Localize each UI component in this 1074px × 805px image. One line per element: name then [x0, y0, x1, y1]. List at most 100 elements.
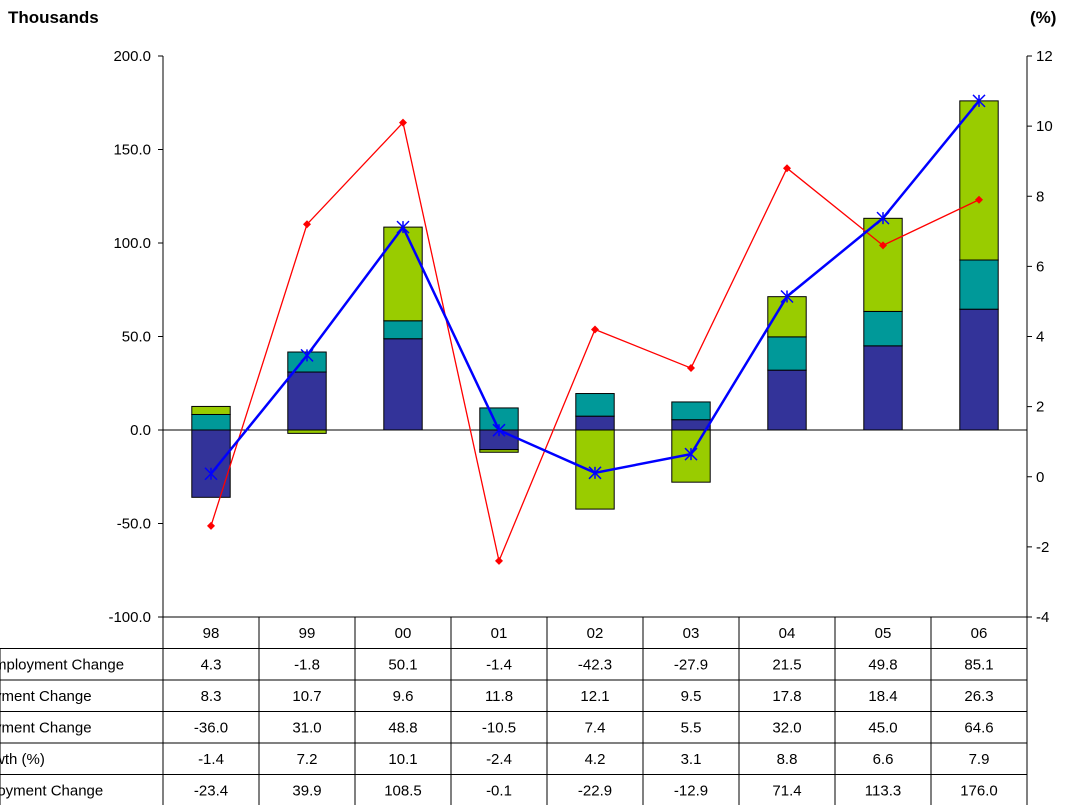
- category-label: 03: [683, 625, 700, 642]
- table-value: 85.1: [964, 656, 993, 673]
- category-label: 99: [299, 625, 316, 642]
- table-value: -1.4: [486, 656, 512, 673]
- diamond-marker: [783, 164, 791, 173]
- table-value: 18.4: [868, 688, 897, 705]
- table-value: 50.1: [388, 656, 417, 673]
- table-series-name: loyment Change: [0, 782, 103, 799]
- table-value: 71.4: [772, 782, 801, 799]
- table-series-name: mployment Change: [0, 656, 124, 673]
- bar-segment: [479, 449, 519, 453]
- asterisk-marker: [684, 447, 698, 461]
- diamond-marker: [687, 364, 695, 373]
- table-value: -36.0: [194, 719, 228, 736]
- asterisk-marker: [204, 467, 218, 481]
- diamond-marker: [303, 220, 311, 229]
- bar-segment: [383, 338, 423, 431]
- table-series-name: wth (%): [0, 751, 45, 768]
- right-tick-label: -4: [1036, 609, 1049, 626]
- left-tick-label: -50.0: [117, 516, 151, 533]
- left-tick-label: 150.0: [113, 142, 151, 159]
- bar-segment: [287, 429, 327, 434]
- table-value: -22.9: [578, 782, 612, 799]
- right-tick-label: 6: [1036, 258, 1044, 275]
- asterisk-marker: [588, 466, 602, 480]
- table-value: 3.1: [681, 751, 702, 768]
- left-tick-label: 200.0: [113, 48, 151, 65]
- table-value: -23.4: [194, 782, 228, 799]
- bar-segment: [383, 320, 423, 340]
- left-tick-label: 50.0: [122, 329, 151, 346]
- category-label: 04: [779, 625, 796, 642]
- table-value: 5.5: [681, 719, 702, 736]
- right-tick-label: 2: [1036, 399, 1044, 416]
- table-value: 26.3: [964, 688, 993, 705]
- bar-segment: [767, 369, 807, 431]
- right-tick-label: 12: [1036, 48, 1053, 65]
- left-axis-title: Thousands: [8, 8, 99, 27]
- table-value: 8.3: [201, 688, 222, 705]
- table-value: 7.2: [297, 751, 318, 768]
- category-label: 02: [587, 625, 604, 642]
- asterisk-marker: [972, 94, 986, 108]
- table-value: 32.0: [772, 719, 801, 736]
- table-value: 10.7: [292, 688, 321, 705]
- table-value: 4.2: [585, 751, 606, 768]
- table-value: 176.0: [960, 782, 998, 799]
- table-value: 21.5: [772, 656, 801, 673]
- table-value: 8.8: [777, 751, 798, 768]
- bar-segment: [191, 413, 231, 431]
- table-value: 64.6: [964, 719, 993, 736]
- table-value: -27.9: [674, 656, 708, 673]
- bar-segment: [959, 259, 999, 310]
- table-value: -1.8: [294, 656, 320, 673]
- left-tick-label: 0.0: [130, 422, 151, 439]
- diamond-marker: [207, 521, 215, 530]
- table-value: 9.5: [681, 688, 702, 705]
- right-tick-label: 4: [1036, 329, 1044, 346]
- bar-segment: [383, 226, 423, 322]
- table-value: 9.6: [393, 688, 414, 705]
- right-axis-title: (%): [1030, 8, 1057, 27]
- bar-segment: [575, 415, 615, 431]
- table-series-name: yment Change: [0, 719, 92, 736]
- table-series-name: yment Change: [0, 688, 92, 705]
- table-value: 113.3: [865, 782, 901, 799]
- asterisk-marker: [492, 423, 506, 437]
- bar-segment: [287, 371, 327, 431]
- left-tick-label: 100.0: [113, 235, 151, 252]
- table-value: 108.5: [384, 782, 422, 799]
- bar-segment: [671, 401, 711, 421]
- bar-segment: [575, 393, 615, 417]
- left-tick-label: -100.0: [108, 609, 151, 626]
- category-label: 06: [971, 625, 988, 642]
- table-value: 12.1: [580, 688, 609, 705]
- table-value: 48.8: [388, 719, 417, 736]
- table-value: 7.9: [969, 751, 990, 768]
- asterisk-marker: [300, 348, 314, 362]
- diamond-marker: [879, 241, 887, 250]
- asterisk-marker: [876, 211, 890, 225]
- table-value: 39.9: [292, 782, 321, 799]
- category-label: 98: [203, 625, 220, 642]
- table-value: -0.1: [486, 782, 512, 799]
- asterisk-marker: [396, 220, 410, 234]
- table-value: -42.3: [578, 656, 612, 673]
- asterisk-marker: [780, 289, 794, 304]
- diamond-marker: [975, 195, 983, 204]
- table-value: 10.1: [388, 751, 417, 768]
- category-label: 05: [875, 625, 892, 642]
- table-value: 11.8: [485, 688, 513, 705]
- right-tick-label: 10: [1036, 118, 1053, 135]
- bar-segment: [959, 100, 999, 261]
- diamond-marker: [591, 325, 599, 334]
- category-label: 00: [395, 625, 412, 642]
- table-value: 7.4: [585, 719, 606, 736]
- bar-segment: [959, 308, 999, 431]
- bar-segment: [671, 419, 711, 431]
- table-value: -1.4: [198, 751, 224, 768]
- right-tick-label: -2: [1036, 539, 1049, 556]
- bar-segment: [863, 310, 903, 347]
- table-value: 31.0: [292, 719, 321, 736]
- bar-segment: [863, 217, 903, 312]
